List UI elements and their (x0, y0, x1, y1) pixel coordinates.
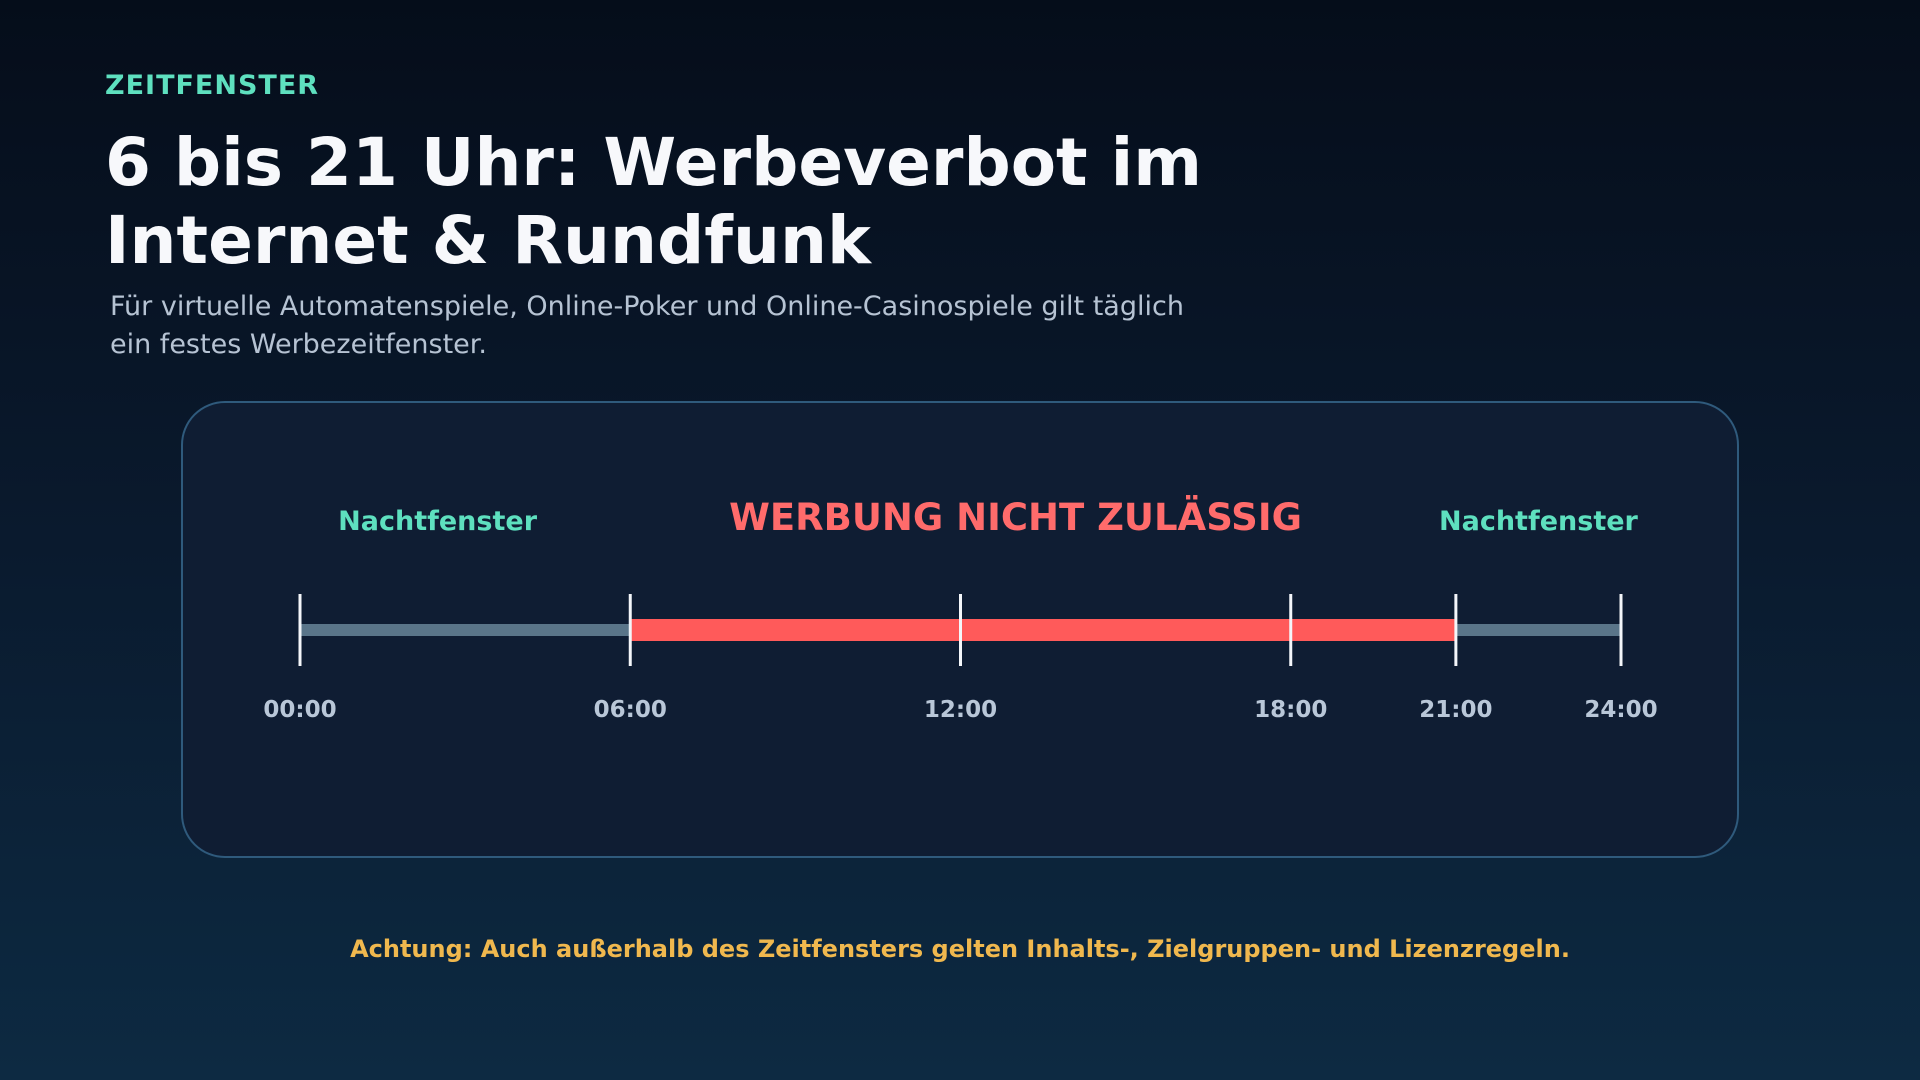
timeline-segment-night (300, 624, 631, 636)
tick-label: 12:00 (924, 697, 997, 723)
warning-note: Achtung: Auch außerhalb des Zeitfensters… (350, 935, 1570, 963)
section-eyebrow: ZEITFENSTER (105, 70, 320, 101)
ban-window-label: WERBUNG NICHT ZULÄSSIG (729, 495, 1302, 539)
tick-label: 24:00 (1584, 697, 1657, 723)
tick-label: 18:00 (1254, 697, 1327, 723)
night-window-label: Nachtfenster (1439, 506, 1639, 537)
page-title: 6 bis 21 Uhr: Werbeverbot im Internet & … (105, 124, 1202, 279)
night-window-label: Nachtfenster (338, 506, 538, 537)
tick-label: 00:00 (263, 697, 336, 723)
page-subtitle: Für virtuelle Automatenspiele, Online-Po… (110, 291, 1184, 360)
tick-label: 21:00 (1419, 697, 1492, 723)
timeline-segment-ban (630, 619, 1456, 641)
timeline-segment-night (1455, 624, 1621, 636)
tick-label: 06:00 (594, 697, 667, 723)
